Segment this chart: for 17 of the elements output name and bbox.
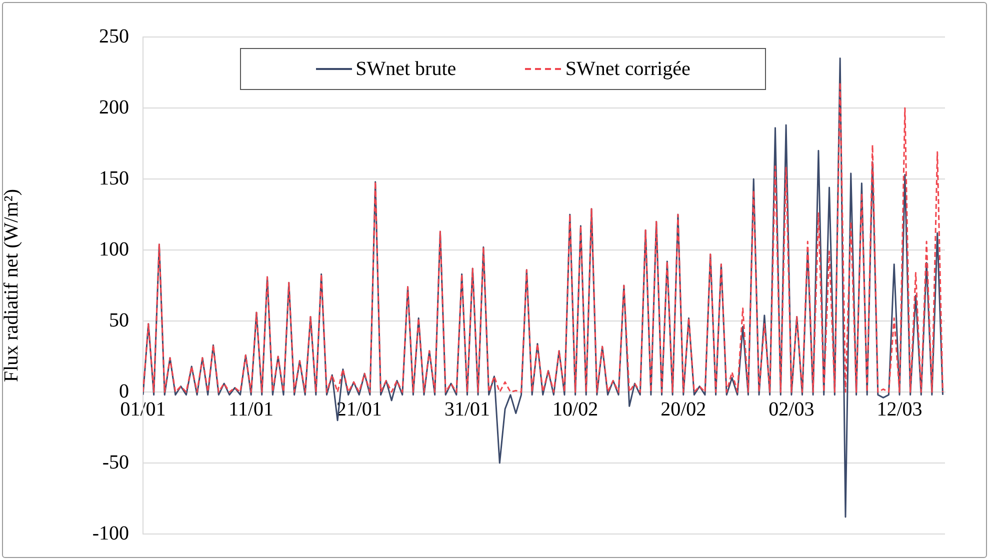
x-tick-label: 10/02 [552, 398, 598, 420]
x-tick-label: 12/03 [876, 398, 922, 420]
x-tick-label: 31/01 [444, 398, 490, 420]
y-tick-label: 250 [99, 25, 129, 48]
y-tick-label: 200 [99, 96, 129, 118]
y-tick-label: 50 [109, 309, 129, 332]
y-tick-label: -50 [102, 451, 129, 474]
y-tick-label: 100 [99, 238, 129, 260]
legend-label: SWnet corrigée [565, 58, 690, 80]
x-tick-label: 20/02 [660, 398, 706, 420]
y-axis-title: Flux radiatif net (W/m²) [0, 188, 22, 382]
x-tick-label: 11/01 [228, 398, 274, 420]
y-tick-label: -100 [92, 522, 129, 544]
x-tick-label: 02/03 [768, 398, 814, 420]
legend-label: SWnet brute [356, 58, 456, 80]
y-tick-label: 150 [99, 167, 129, 190]
line-series [143, 82, 944, 393]
